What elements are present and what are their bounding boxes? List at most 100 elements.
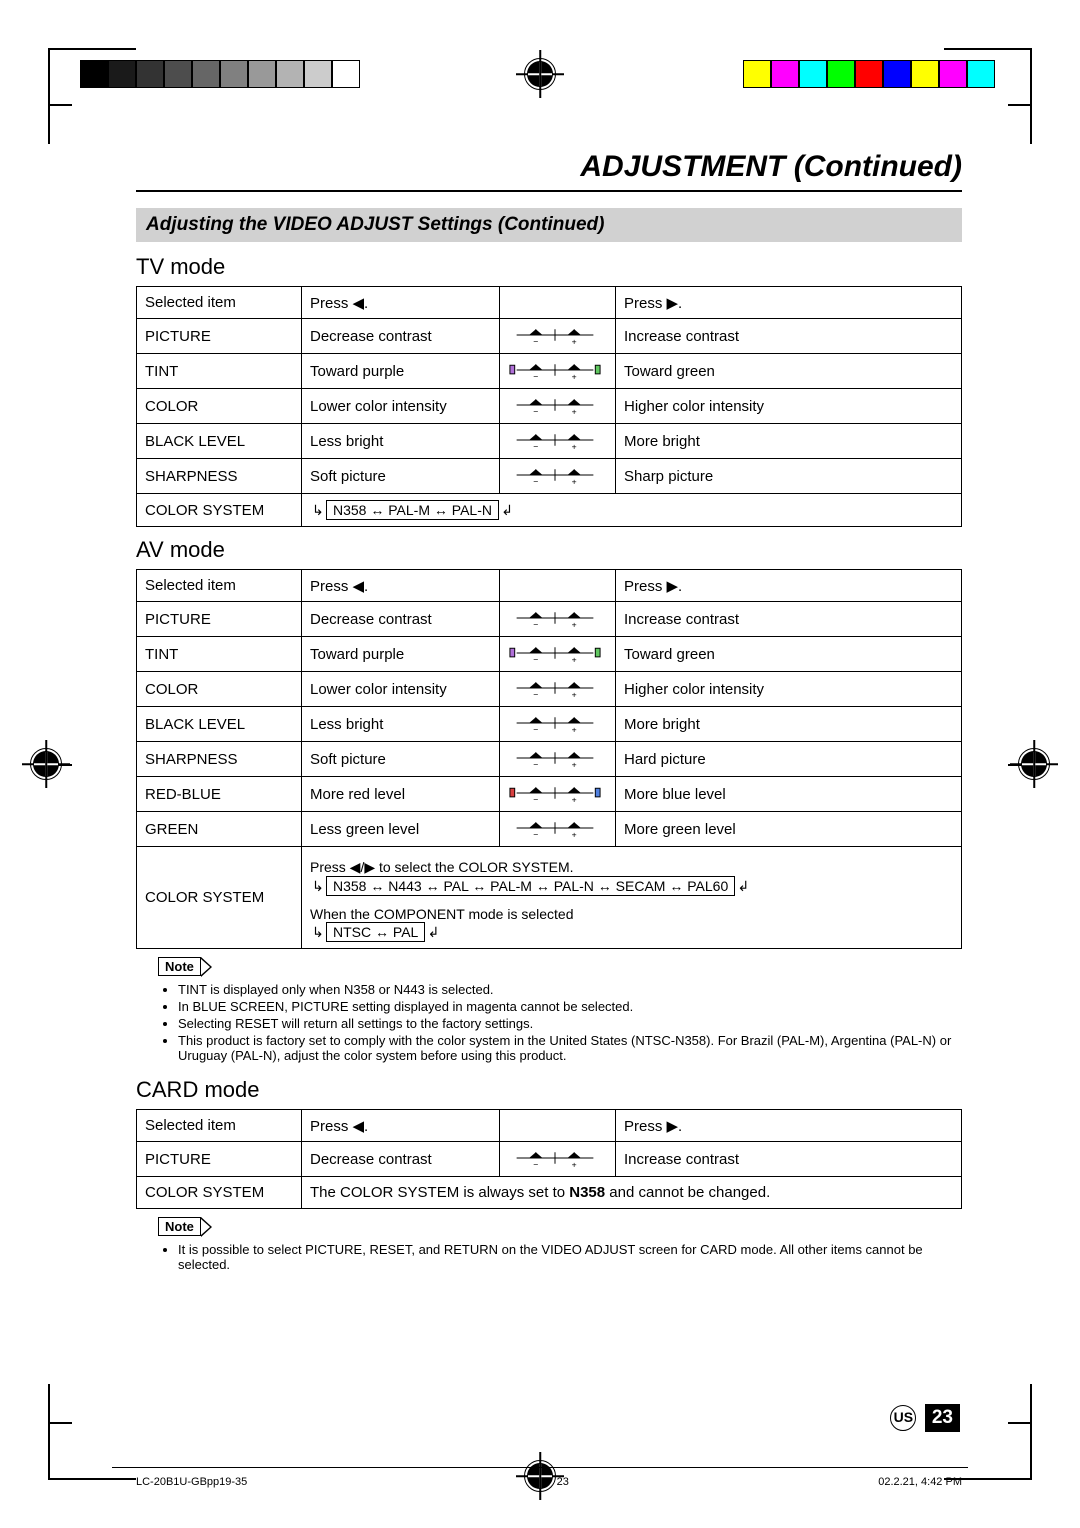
crop-tick: [48, 1422, 72, 1424]
svg-text:−: −: [533, 690, 538, 700]
svg-text:−: −: [533, 442, 538, 452]
table-header: [500, 1110, 616, 1142]
table-row-right: More blue level: [616, 777, 962, 812]
svg-text:+: +: [572, 760, 577, 770]
slider-cell: − +: [500, 389, 616, 424]
svg-text:−: −: [533, 477, 538, 487]
slider-icon: − +: [508, 643, 602, 665]
footer-timestamp: 02.2.21, 4:42 PM: [878, 1476, 962, 1488]
slider-cell: − +: [500, 354, 616, 389]
table-header: Press ◀.: [302, 1110, 500, 1142]
slider-icon: − +: [508, 748, 602, 770]
table-header: Press ▶.: [616, 1110, 962, 1142]
table-row-item: TINT: [137, 637, 302, 672]
table-header: Press ◀.: [302, 287, 500, 319]
svg-text:−: −: [533, 795, 538, 805]
table-row-right: Hard picture: [616, 742, 962, 777]
svg-text:+: +: [572, 690, 577, 700]
table-header: [500, 570, 616, 602]
color-system-cycle: N358 ↔ PAL-M ↔ PAL-N: [302, 494, 962, 527]
table-row-item: PICTURE: [137, 319, 302, 354]
svg-text:−: −: [533, 760, 538, 770]
crop-tick: [1008, 104, 1032, 106]
svg-text:−: −: [533, 620, 538, 630]
svg-text:+: +: [572, 477, 577, 487]
slider-icon: − +: [508, 713, 602, 735]
table-row-left: Toward purple: [302, 354, 500, 389]
footer-text: LC-20B1U-GBpp19-35 23 02.2.21, 4:42 PM: [136, 1476, 962, 1488]
svg-text:+: +: [572, 655, 577, 665]
svg-text:−: −: [533, 655, 538, 665]
slider-cell: − +: [500, 777, 616, 812]
card-note-list: It is possible to select PICTURE, RESET,…: [136, 1242, 962, 1272]
slider-icon: − +: [508, 608, 602, 630]
table-row-right: More bright: [616, 424, 962, 459]
footer-rule: [112, 1467, 968, 1468]
svg-text:−: −: [533, 407, 538, 417]
note-item: TINT is displayed only when N358 or N443…: [178, 982, 962, 997]
svg-text:−: −: [533, 725, 538, 735]
table-row-right: Toward green: [616, 354, 962, 389]
slider-icon: − +: [508, 465, 602, 487]
slider-cell: − +: [500, 424, 616, 459]
page-footer-badge: US 23: [890, 1404, 960, 1432]
table-row-right: More bright: [616, 707, 962, 742]
slider-cell: − +: [500, 637, 616, 672]
card-mode-table: Selected itemPress ◀.Press ▶.PICTUREDecr…: [136, 1109, 962, 1209]
slider-cell: − +: [500, 602, 616, 637]
table-row-left: Less bright: [302, 424, 500, 459]
table-row-item: BLACK LEVEL: [137, 424, 302, 459]
table-row-item: COLOR SYSTEM: [137, 847, 302, 949]
crop-tick: [1008, 1422, 1032, 1424]
note-label: Note: [158, 1217, 201, 1236]
slider-icon: − +: [508, 783, 602, 805]
table-row-left: Soft picture: [302, 742, 500, 777]
registration-mark-left: [30, 748, 62, 780]
table-row-right: Higher color intensity: [616, 389, 962, 424]
slider-cell: − +: [500, 319, 616, 354]
table-row-item: PICTURE: [137, 602, 302, 637]
table-row-left: Decrease contrast: [302, 319, 500, 354]
table-header: Selected item: [137, 287, 302, 319]
table-row-right: Sharp picture: [616, 459, 962, 494]
table-header: Press ▶.: [616, 287, 962, 319]
crop-tick: [48, 104, 72, 106]
color-calibration-bars: [0, 60, 1080, 88]
us-badge: US: [890, 1405, 916, 1431]
table-row-left: Decrease contrast: [302, 602, 500, 637]
table-row-left: Lower color intensity: [302, 389, 500, 424]
table-row-item: RED-BLUE: [137, 777, 302, 812]
table-row-right: Higher color intensity: [616, 672, 962, 707]
av-mode-table: Selected itemPress ◀.Press ▶.PICTUREDecr…: [136, 569, 962, 949]
table-header: Press ◀.: [302, 570, 500, 602]
table-header: Press ▶.: [616, 570, 962, 602]
slider-cell: − +: [500, 742, 616, 777]
svg-text:−: −: [533, 337, 538, 347]
card-mode-heading: CARD mode: [136, 1077, 962, 1103]
footer-page: 23: [557, 1476, 569, 1488]
registration-mark-right: [1018, 748, 1050, 780]
svg-text:+: +: [572, 407, 577, 417]
table-row-item: GREEN: [137, 812, 302, 847]
svg-text:+: +: [572, 372, 577, 382]
table-row-right: Increase contrast: [616, 1142, 962, 1177]
table-row-item: BLACK LEVEL: [137, 707, 302, 742]
color-system-cell: Press ◀/▶ to select the COLOR SYSTEM. N3…: [302, 847, 962, 949]
svg-text:+: +: [572, 337, 577, 347]
table-row-item: COLOR SYSTEM: [137, 1177, 302, 1209]
slider-cell: − +: [500, 459, 616, 494]
svg-text:+: +: [572, 442, 577, 452]
table-row-item: SHARPNESS: [137, 742, 302, 777]
table-row-left: Toward purple: [302, 637, 500, 672]
table-row-right: Increase contrast: [616, 319, 962, 354]
svg-text:−: −: [533, 830, 538, 840]
page-number: 23: [925, 1404, 960, 1432]
table-row-left: More red level: [302, 777, 500, 812]
table-header: Selected item: [137, 1110, 302, 1142]
table-row-left: Less bright: [302, 707, 500, 742]
slider-cell: − +: [500, 1142, 616, 1177]
svg-text:−: −: [533, 372, 538, 382]
slider-icon: − +: [508, 325, 602, 347]
footer-doc-id: LC-20B1U-GBpp19-35: [136, 1476, 247, 1488]
slider-icon: − +: [508, 395, 602, 417]
